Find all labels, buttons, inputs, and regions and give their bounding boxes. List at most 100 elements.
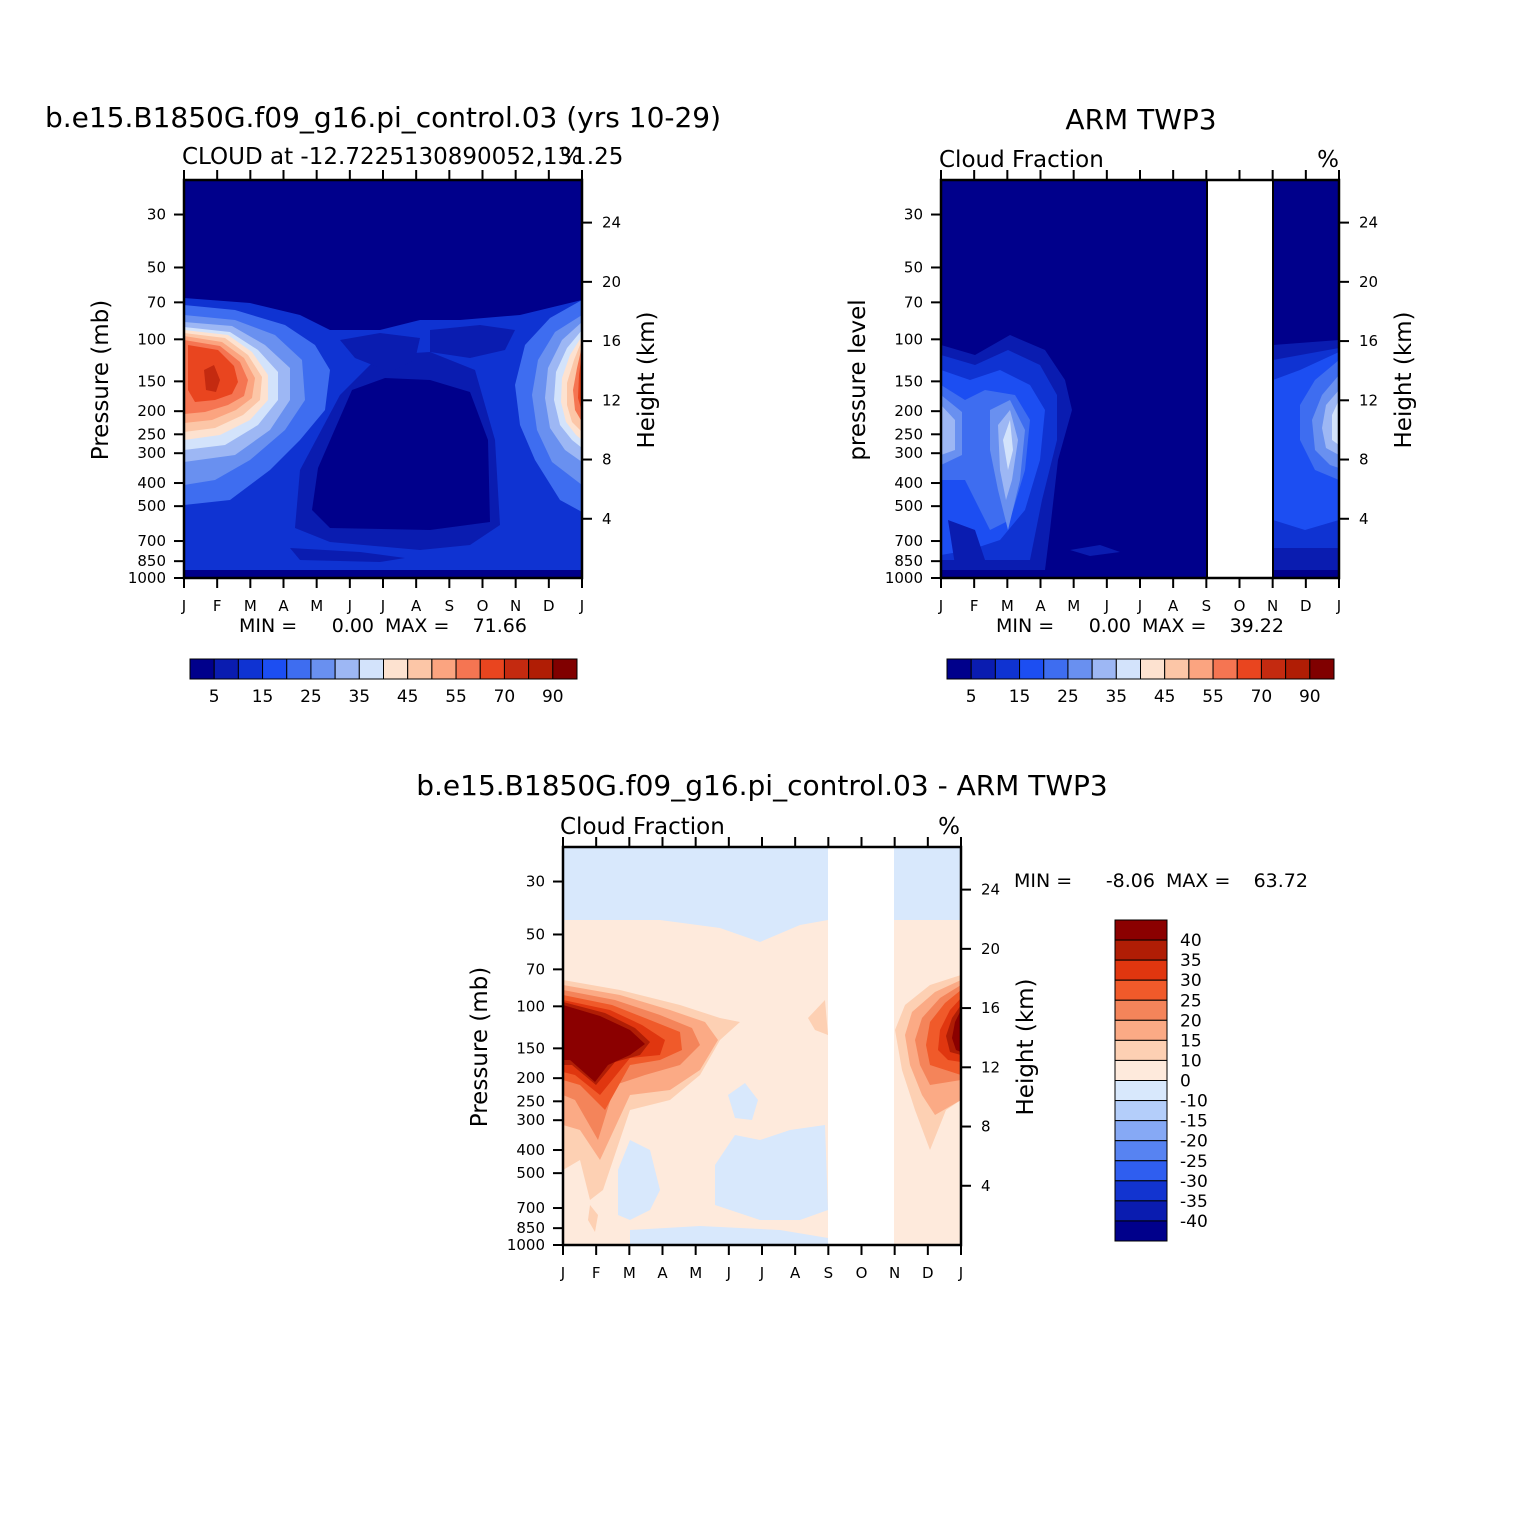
colorbar-swatch [503,658,530,680]
min-label: MIN = [996,615,1054,637]
contour-band [941,405,955,455]
x-tick-label: M [689,1264,702,1282]
y-axis-right-label: Height (km) [1391,311,1417,448]
colorbar-swatch [213,658,239,680]
colorbar-label: 55 [1202,687,1224,707]
x-tick-label: J [1104,597,1109,615]
y-tick-label: 300 [516,1111,545,1129]
contour-band [563,1005,645,1082]
contour-band [618,1140,660,1220]
panel-title: ARM TWP3 [1065,103,1216,136]
colorbar-label: -15 [1180,1112,1208,1132]
x-tick-label: M [1001,597,1014,615]
colorbar-label: 10 [1180,1051,1202,1071]
y-tick-label: 700 [516,1199,545,1217]
colorbar-swatch [479,658,505,680]
colorbar-swatch [455,658,481,680]
max-label: MAX = [385,615,449,637]
colorbar-label: 35 [1180,951,1202,971]
max-value: 39.22 [1230,615,1284,637]
y-tick-label: 30 [904,206,923,224]
y-right-tick-label: 12 [602,391,621,409]
y-tick-label: 70 [904,293,923,311]
colorbar: 5 15 25 35 45 55 70 90 [189,658,578,707]
colorbar-swatch [383,658,409,680]
x-tick-label: J [759,1264,764,1282]
y-tick-label: 150 [516,1039,545,1057]
contour-band [952,1010,961,1052]
y-right-tick-label: 4 [981,1177,991,1195]
y-right-tick-label: 4 [1359,510,1369,528]
x-tick-label: N [889,1264,900,1282]
y-right-tick-label: 20 [981,940,1000,958]
colorbar-swatch [1114,939,1168,961]
colorbar-swatch [1019,658,1045,680]
x-tick-label: M [623,1264,636,1282]
colorbar-label: -10 [1180,1092,1208,1112]
colorbar-swatch [407,658,433,680]
min-value: -8.06 [1106,870,1155,892]
colorbar-swatch [1114,1059,1168,1081]
colorbar-swatch [1114,1080,1168,1102]
y-right-tick-label: 20 [602,273,621,291]
y-tick-label: 700 [137,532,166,550]
y-tick-label: 70 [526,960,545,978]
colorbar-swatch [946,658,972,680]
colorbar-swatch [189,658,215,680]
y-tick-label: 400 [137,474,166,492]
x-tick-label: O [1234,597,1246,615]
x-tick-label: A [411,597,422,615]
contour-band [184,180,582,330]
units-label: % [560,144,582,170]
contour-band [941,572,1339,578]
y-tick-label: 850 [516,1219,545,1237]
x-tick-label: D [922,1264,934,1282]
colorbar-swatch [1164,658,1190,680]
colorbar-swatch [310,658,336,680]
colorbar-swatch [237,658,264,680]
colorbar-swatch [1067,658,1093,680]
x-tick-label: J [938,597,943,615]
max-label: MAX = [1166,870,1230,892]
contour-field [563,847,961,1245]
colorbar-label: -25 [1180,1152,1208,1172]
panel-subtitle: Cloud Fraction [939,147,1104,173]
y-tick-label: 50 [147,258,166,276]
x-tick-label: A [1168,597,1179,615]
contour-band [728,1083,758,1120]
y-axis-right-label: Height (km) [1013,978,1039,1115]
y-axis-label: Pressure (mb) [88,300,114,460]
colorbar-swatch [1114,1160,1168,1182]
y-right-tick-label: 24 [602,214,621,232]
x-tick-label: A [1035,597,1046,615]
colorbar-label: 45 [1154,687,1176,707]
x-tick-label: F [213,597,222,615]
y-tick-label: 250 [894,425,923,443]
x-tick-label: F [970,597,979,615]
x-tick-label: S [1202,597,1212,615]
contour-band [630,1226,828,1245]
colorbar-swatch [431,658,457,680]
x-tick-label: J [380,597,385,615]
colorbar-label: 45 [397,687,419,707]
colorbar-swatch [358,658,384,680]
x-tick-label: J [181,597,186,615]
y-right-tick-label: 24 [1359,214,1378,232]
y-right-tick-label: 8 [1359,451,1369,469]
colorbar-label: -20 [1180,1132,1208,1152]
colorbar-label: 5 [209,687,220,707]
colorbar-swatch [1114,1100,1168,1122]
colorbar-swatch [262,658,288,680]
colorbar-label: 25 [300,687,322,707]
colorbar-label: 35 [348,687,370,707]
contour-band [1273,548,1339,570]
colorbar-swatch [1188,658,1214,680]
colorbar-label: 0 [1180,1072,1191,1092]
y-tick-label: 300 [894,444,923,462]
panel-subtitle: Cloud Fraction [560,814,725,840]
colorbar-swatch [334,658,360,680]
y-tick-label: 250 [137,425,166,443]
